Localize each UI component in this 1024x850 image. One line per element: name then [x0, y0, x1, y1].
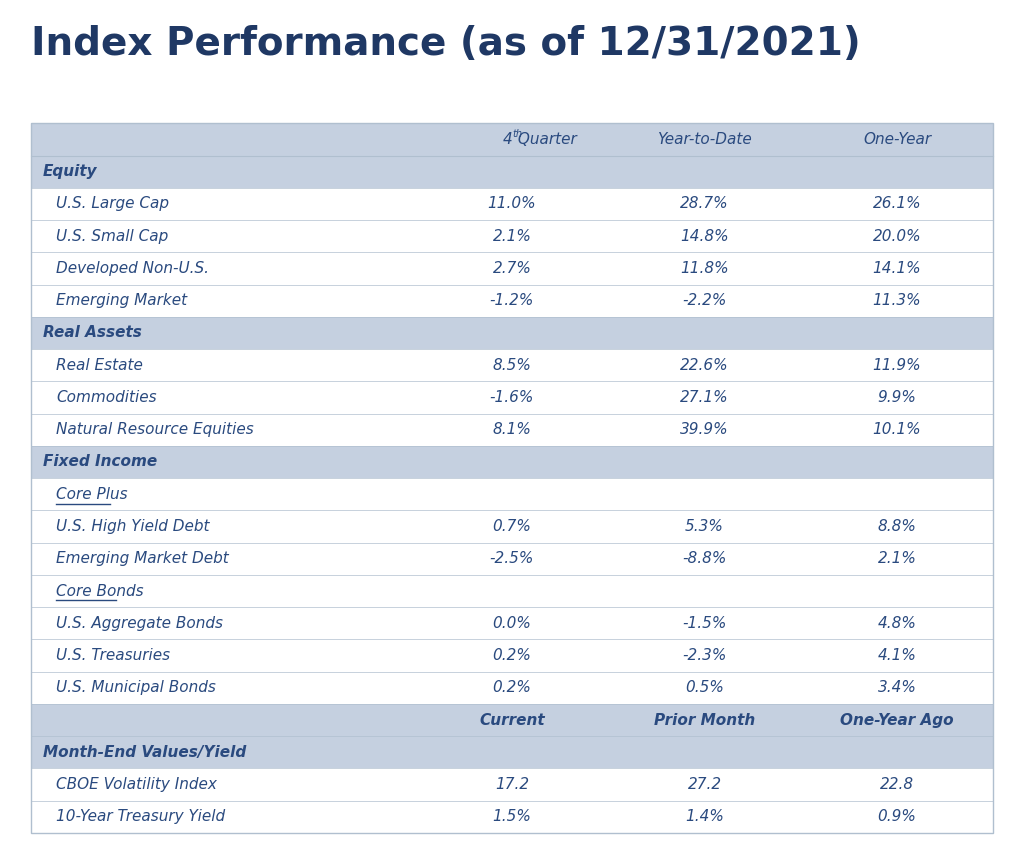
Text: 0.2%: 0.2%: [493, 680, 531, 695]
Text: 11.0%: 11.0%: [487, 196, 537, 212]
Text: -2.3%: -2.3%: [682, 648, 727, 663]
Text: 22.6%: 22.6%: [680, 358, 729, 372]
Text: 0.0%: 0.0%: [493, 615, 531, 631]
Text: Quarter: Quarter: [513, 132, 577, 147]
Text: 39.9%: 39.9%: [680, 422, 729, 437]
Text: -2.5%: -2.5%: [489, 552, 535, 566]
Text: 5.3%: 5.3%: [685, 519, 724, 534]
Text: -1.2%: -1.2%: [489, 293, 535, 309]
Text: 3.4%: 3.4%: [878, 680, 916, 695]
Text: -2.2%: -2.2%: [682, 293, 727, 309]
Text: Natural Resource Equities: Natural Resource Equities: [56, 422, 254, 437]
Text: Equity: Equity: [43, 164, 97, 179]
Text: 0.9%: 0.9%: [878, 809, 916, 824]
Text: Developed Non-U.S.: Developed Non-U.S.: [56, 261, 209, 276]
Text: 26.1%: 26.1%: [872, 196, 922, 212]
Text: Index Performance (as of 12/31/2021): Index Performance (as of 12/31/2021): [31, 26, 860, 64]
Text: -1.5%: -1.5%: [682, 615, 727, 631]
Text: Core Bonds: Core Bonds: [56, 584, 144, 598]
Text: 2.1%: 2.1%: [493, 229, 531, 244]
Text: th: th: [512, 128, 522, 139]
Text: Emerging Market: Emerging Market: [56, 293, 187, 309]
Text: 17.2: 17.2: [495, 777, 529, 792]
Text: Commodities: Commodities: [56, 390, 157, 405]
Text: -1.6%: -1.6%: [489, 390, 535, 405]
Text: 10.1%: 10.1%: [872, 422, 922, 437]
Text: U.S. Aggregate Bonds: U.S. Aggregate Bonds: [56, 615, 223, 631]
Text: Prior Month: Prior Month: [654, 712, 755, 728]
Text: 11.3%: 11.3%: [872, 293, 922, 309]
Text: 14.1%: 14.1%: [872, 261, 922, 276]
Text: 8.5%: 8.5%: [493, 358, 531, 372]
Text: Core Plus: Core Plus: [56, 487, 128, 501]
Text: Month-End Values/Yield: Month-End Values/Yield: [43, 745, 246, 760]
Text: One-Year Ago: One-Year Ago: [841, 712, 953, 728]
Text: 8.1%: 8.1%: [493, 422, 531, 437]
Text: Fixed Income: Fixed Income: [43, 455, 158, 469]
Text: U.S. Municipal Bonds: U.S. Municipal Bonds: [56, 680, 216, 695]
Text: 2.1%: 2.1%: [878, 552, 916, 566]
Text: 4.8%: 4.8%: [878, 615, 916, 631]
Text: 14.8%: 14.8%: [680, 229, 729, 244]
Text: 22.8: 22.8: [880, 777, 914, 792]
Text: 8.8%: 8.8%: [878, 519, 916, 534]
Text: 28.7%: 28.7%: [680, 196, 729, 212]
Text: 20.0%: 20.0%: [872, 229, 922, 244]
Text: 0.7%: 0.7%: [493, 519, 531, 534]
Text: Emerging Market Debt: Emerging Market Debt: [56, 552, 229, 566]
Text: 0.5%: 0.5%: [685, 680, 724, 695]
Text: U.S. Treasuries: U.S. Treasuries: [56, 648, 170, 663]
Text: 4.1%: 4.1%: [878, 648, 916, 663]
Text: 27.2: 27.2: [687, 777, 722, 792]
Text: 10-Year Treasury Yield: 10-Year Treasury Yield: [56, 809, 225, 824]
Text: U.S. Small Cap: U.S. Small Cap: [56, 229, 169, 244]
Text: CBOE Volatility Index: CBOE Volatility Index: [56, 777, 217, 792]
Text: -8.8%: -8.8%: [682, 552, 727, 566]
Text: 9.9%: 9.9%: [878, 390, 916, 405]
Text: 2.7%: 2.7%: [493, 261, 531, 276]
Text: U.S. High Yield Debt: U.S. High Yield Debt: [56, 519, 210, 534]
Text: Real Estate: Real Estate: [56, 358, 143, 372]
Text: 27.1%: 27.1%: [680, 390, 729, 405]
Text: One-Year: One-Year: [863, 132, 931, 147]
Text: Year-to-Date: Year-to-Date: [657, 132, 752, 147]
Text: 11.8%: 11.8%: [680, 261, 729, 276]
Text: 0.2%: 0.2%: [493, 648, 531, 663]
Text: Current: Current: [479, 712, 545, 728]
Text: 1.4%: 1.4%: [685, 809, 724, 824]
Text: 1.5%: 1.5%: [493, 809, 531, 824]
Text: 11.9%: 11.9%: [872, 358, 922, 372]
Text: Real Assets: Real Assets: [43, 326, 142, 341]
Text: U.S. Large Cap: U.S. Large Cap: [56, 196, 169, 212]
Text: 4: 4: [502, 132, 512, 147]
